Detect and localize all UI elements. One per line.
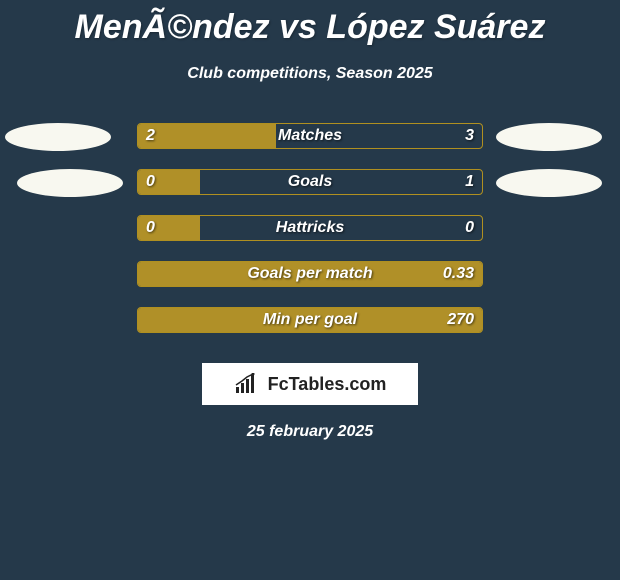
stat-row: Goals per match 0.33 [0, 261, 620, 307]
stat-bar: Goals per match 0.33 [137, 261, 483, 287]
stats-container: 2 Matches 3 0 Goals 1 0 Hattricks 0 Goal… [0, 123, 620, 353]
stat-row: 2 Matches 3 [0, 123, 620, 169]
stat-value-right: 1 [465, 173, 474, 191]
stat-label: Hattricks [276, 219, 344, 237]
stat-value-right: 0.33 [443, 265, 474, 283]
stat-value-left: 2 [146, 127, 155, 145]
stat-bar-fill [138, 124, 276, 148]
stat-label: Goals per match [247, 265, 372, 283]
stat-label: Matches [278, 127, 342, 145]
stat-label: Goals [288, 173, 332, 191]
stat-value-right: 270 [447, 311, 474, 329]
stat-bar: 0 Hattricks 0 [137, 215, 483, 241]
stat-row: 0 Goals 1 [0, 169, 620, 215]
attribution-text: FcTables.com [268, 374, 387, 395]
stat-row: 0 Hattricks 0 [0, 215, 620, 261]
attribution-box: FcTables.com [202, 363, 418, 405]
stat-bar: Min per goal 270 [137, 307, 483, 333]
stat-label: Min per goal [263, 311, 357, 329]
stat-value-left: 0 [146, 173, 155, 191]
stat-bar: 2 Matches 3 [137, 123, 483, 149]
stat-bar: 0 Goals 1 [137, 169, 483, 195]
page-title: MenÃ©ndez vs López Suárez [0, 0, 620, 47]
stat-value-right: 0 [465, 219, 474, 237]
chart-icon [234, 373, 262, 395]
stat-row: Min per goal 270 [0, 307, 620, 353]
subtitle: Club competitions, Season 2025 [0, 65, 620, 83]
date-text: 25 february 2025 [0, 423, 620, 441]
stat-value-left: 0 [146, 219, 155, 237]
stat-value-right: 3 [465, 127, 474, 145]
